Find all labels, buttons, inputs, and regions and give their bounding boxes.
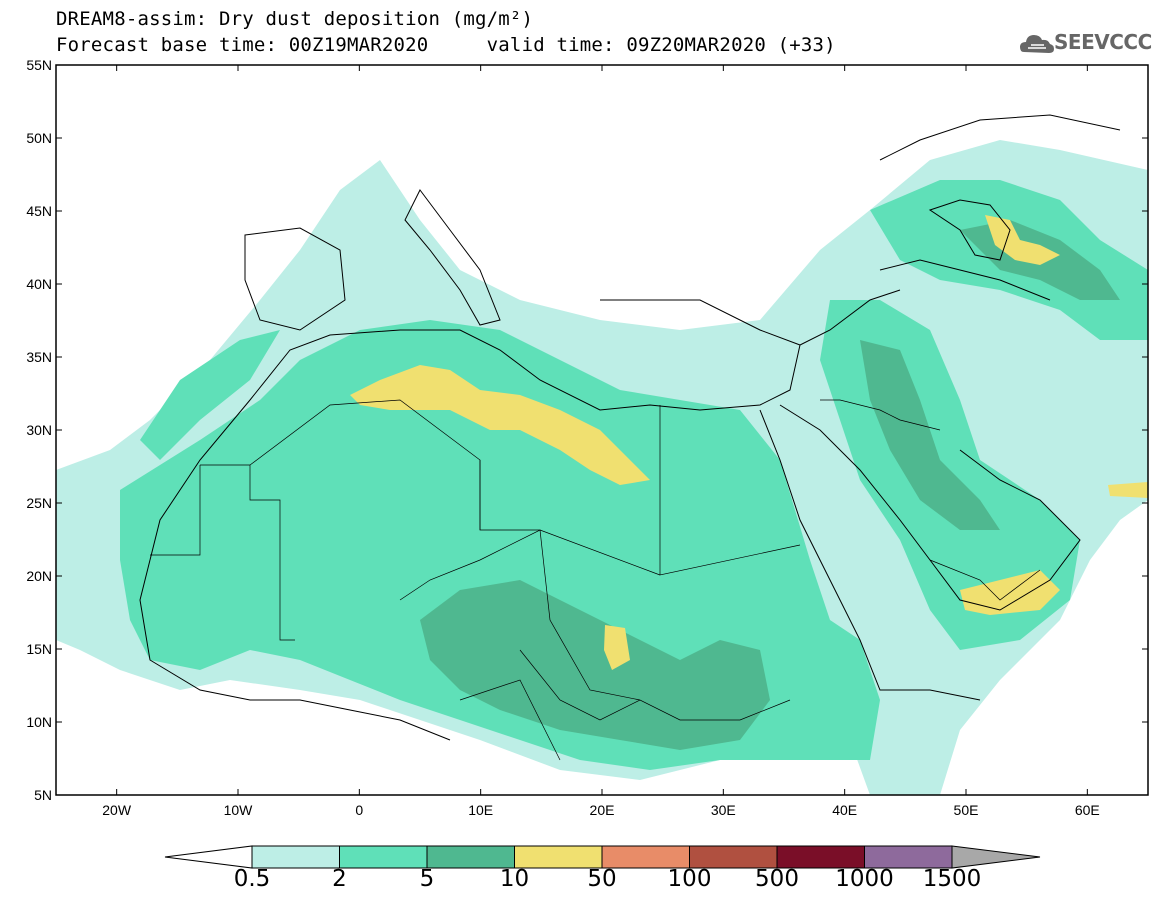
colorbar — [164, 845, 1041, 869]
colorbar-under-arrow — [164, 845, 253, 869]
colorbar-level-label: 0.5 — [233, 866, 271, 892]
seevccc-logo: SEEVCCC — [1054, 30, 1152, 54]
borders — [150, 399, 1041, 761]
colorbar-level-label: 50 — [587, 866, 617, 892]
map-title: DREAM8-assim: Dry dust deposition (mg/m²… — [56, 8, 534, 30]
colorbar-segment — [339, 845, 428, 869]
latitude-axis: 55N 50N 45N 40N 35N 30N 25N 20N 15N 10N 5N — [26, 57, 1148, 803]
colorbar-over-arrow — [951, 845, 1041, 869]
lon-tick-label: 10W — [224, 802, 254, 818]
lon-tick-label: 20W — [102, 802, 132, 818]
lat-tick-label: 15N — [26, 641, 52, 657]
lat-tick-label: 35N — [26, 349, 52, 365]
colorbar-level-label: 5 — [419, 866, 435, 892]
lon-tick-label: 10E — [468, 802, 493, 818]
colorbar-segment — [251, 845, 340, 869]
colorbar-level-label: 10 — [499, 866, 530, 892]
colorbar-segment — [514, 845, 603, 869]
lat-tick-label: 40N — [26, 276, 52, 292]
base-time: Forecast base time: 00Z19MAR2020 — [56, 34, 429, 56]
coastlines — [139, 114, 1121, 741]
colorbar-segment — [776, 845, 865, 869]
lat-tick-label: 50N — [26, 130, 52, 146]
lat-tick-label: 10N — [26, 714, 52, 730]
colorbar-segment — [689, 845, 778, 869]
lat-tick-label: 20N — [26, 568, 52, 584]
lon-tick-label: 40E — [832, 802, 857, 818]
dust-field — [56, 140, 1148, 795]
colorbar-level-label: 2 — [332, 866, 347, 892]
lon-tick-label: 0 — [355, 802, 363, 818]
map-subtitle: Forecast base time: 00Z19MAR2020 valid t… — [56, 34, 836, 56]
colorbar-level-label: 1500 — [922, 866, 982, 892]
colorbar-level-label: 100 — [667, 866, 712, 892]
dust-contour-5 — [420, 220, 1120, 750]
cloud-icon — [1020, 35, 1054, 53]
valid-time: valid time: 09Z20MAR2020 (+33) — [486, 34, 836, 56]
lon-tick-label: 20E — [590, 802, 615, 818]
colorbar-segment — [601, 845, 690, 869]
lon-tick-label: 30E — [711, 802, 736, 818]
colorbar-level-label: 1000 — [835, 866, 894, 892]
colorbar-labels: 0.5 2 5 10 50 100 500 1000 1500 — [0, 866, 1165, 902]
colorbar-segment — [426, 845, 515, 869]
lat-tick-label: 25N — [26, 495, 52, 511]
lat-tick-label: 55N — [26, 57, 52, 73]
lat-tick-label: 30N — [26, 422, 52, 438]
lat-tick-label: 45N — [26, 203, 52, 219]
lon-tick-label: 50E — [954, 802, 979, 818]
colorbar-level-label: 500 — [755, 866, 799, 892]
longitude-axis: 20W 10W 0 10E 20E 30E 40E 50E 60E — [102, 65, 1100, 818]
colorbar-segment — [864, 845, 953, 869]
lat-tick-label: 5N — [34, 787, 52, 803]
lon-tick-label: 60E — [1075, 802, 1100, 818]
